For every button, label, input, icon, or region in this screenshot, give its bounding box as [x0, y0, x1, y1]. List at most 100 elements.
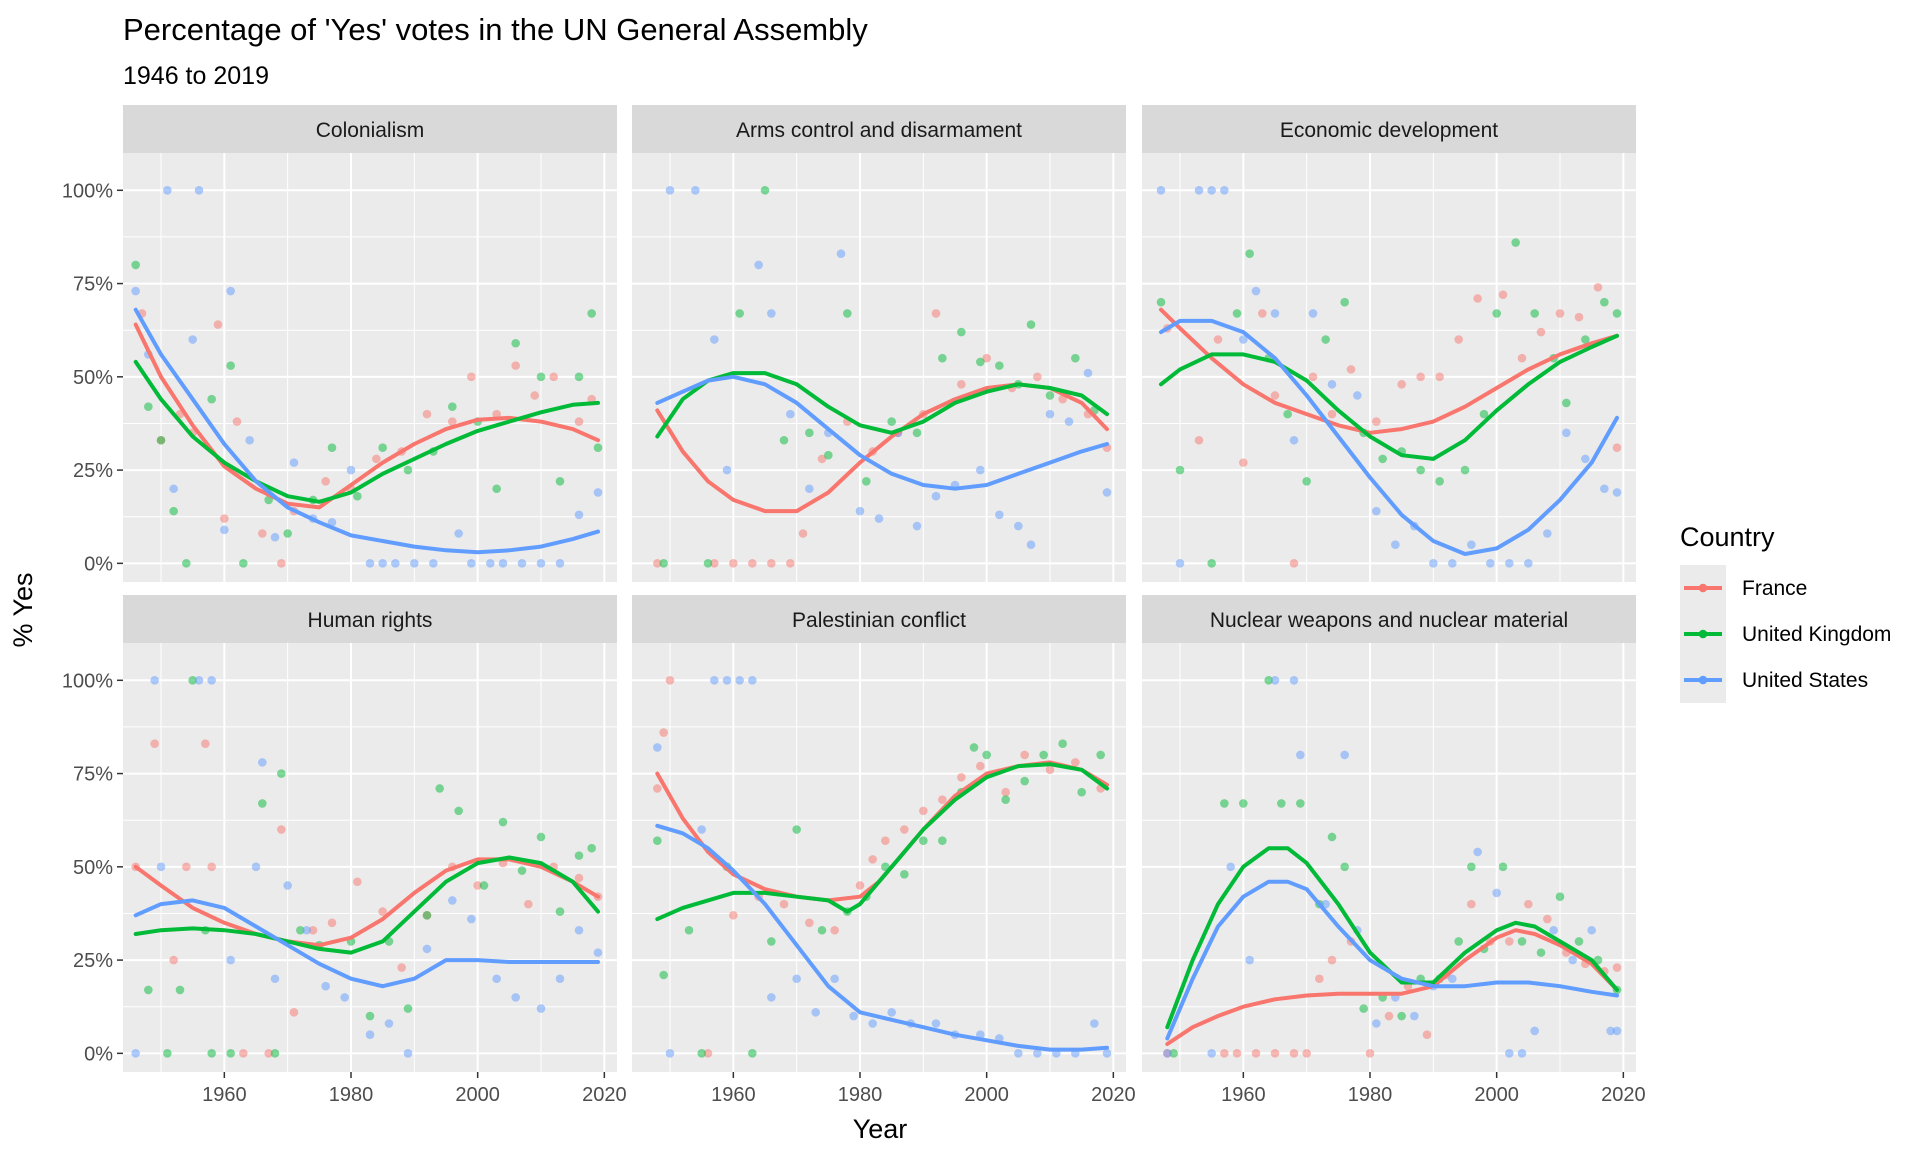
point-france [1001, 787, 1010, 797]
point-france [767, 559, 776, 568]
point-united-states [321, 981, 330, 991]
point-france [169, 955, 178, 965]
point-united-states [1612, 1026, 1622, 1036]
point-united-kingdom [792, 825, 801, 834]
point-united-states [792, 974, 801, 984]
point-united-states [169, 484, 178, 494]
smooth-line-france [133, 857, 600, 948]
point-united-kingdom [574, 851, 584, 860]
point-united-states [1600, 484, 1609, 494]
panel-background [632, 153, 1126, 582]
point-united-kingdom [1562, 398, 1571, 408]
legend-label-united-kingdom: United Kingdom [1742, 623, 1891, 646]
point-united-kingdom [862, 476, 871, 486]
point-united-states [830, 974, 839, 984]
point-united-states [226, 286, 235, 296]
point-united-states [1587, 925, 1596, 935]
point-france [182, 862, 191, 872]
point-united-states [340, 993, 349, 1002]
point-united-states [194, 186, 204, 195]
point-united-kingdom [817, 925, 827, 935]
point-united-states [931, 491, 941, 501]
point-united-states [391, 559, 400, 568]
point-united-states [1083, 368, 1093, 378]
point-united-kingdom [1327, 832, 1337, 842]
point-france [1020, 750, 1029, 760]
point-united-kingdom [1232, 309, 1242, 318]
point-united-states [555, 559, 565, 568]
point-france [473, 881, 482, 890]
point-france [201, 739, 210, 749]
point-france [653, 559, 662, 568]
legend-title: Country [1680, 522, 1775, 552]
point-france [1346, 365, 1356, 374]
point-france [729, 559, 738, 568]
point-france [1270, 1049, 1280, 1058]
y-tick-label: 50% [73, 367, 113, 389]
point-united-kingdom [1045, 391, 1055, 400]
point-france [779, 899, 789, 909]
point-france [213, 320, 223, 329]
point-united-kingdom [824, 450, 833, 460]
point-united-kingdom [659, 970, 668, 980]
point-united-states [805, 484, 814, 494]
point-united-states [251, 862, 261, 872]
point-united-states [467, 559, 476, 568]
point-united-states [163, 186, 172, 195]
strip-colonialism [123, 105, 617, 153]
y-tick-label: 50% [73, 857, 113, 879]
point-france [1536, 327, 1546, 337]
point-united-states [1562, 428, 1571, 438]
point-france [524, 899, 533, 909]
point-france [855, 881, 865, 890]
point-united-states [245, 435, 254, 445]
point-united-states [1251, 286, 1261, 296]
point-united-kingdom [182, 559, 191, 568]
point-united-states [1220, 186, 1229, 195]
point-united-kingdom [1359, 1004, 1368, 1013]
point-united-states [1473, 847, 1482, 857]
point-united-states [270, 532, 280, 542]
point-france [448, 417, 457, 426]
point-united-kingdom [492, 484, 501, 494]
point-france [1397, 379, 1406, 389]
point-france [574, 417, 584, 426]
smooth-line-united-kingdom [133, 855, 600, 955]
point-united-states [811, 1008, 820, 1017]
point-united-kingdom [938, 353, 947, 363]
point-united-states [403, 1049, 413, 1058]
point-france [1365, 1049, 1375, 1058]
point-france [805, 918, 814, 928]
x-tick-label: 2020 [1601, 1084, 1646, 1106]
point-united-states [1543, 529, 1552, 538]
point-united-kingdom [900, 869, 909, 879]
point-france [1213, 335, 1223, 344]
point-france [289, 1008, 299, 1017]
point-united-kingdom [735, 309, 744, 318]
point-united-kingdom [479, 881, 489, 890]
point-france [220, 514, 229, 523]
point-united-states [1517, 1049, 1527, 1058]
point-united-states [327, 518, 337, 527]
point-france [1045, 765, 1055, 775]
point-united-kingdom [296, 925, 305, 935]
point-france [530, 391, 539, 400]
point-france [574, 873, 584, 883]
point-united-kingdom [555, 907, 565, 916]
point-united-states [1524, 559, 1533, 568]
point-france [492, 409, 501, 419]
point-france [729, 911, 738, 920]
point-united-states [855, 506, 865, 516]
x-tick-label: 2000 [1474, 1084, 1519, 1106]
point-united-kingdom [1071, 353, 1080, 363]
point-united-kingdom [226, 1049, 235, 1058]
point-united-kingdom [843, 309, 852, 318]
point-united-states [1308, 309, 1318, 318]
point-united-states [1033, 1049, 1042, 1058]
chart-subtitle: 1946 to 2019 [123, 62, 269, 90]
point-united-kingdom [1467, 862, 1476, 872]
point-united-kingdom [659, 559, 668, 568]
point-france [931, 309, 941, 318]
point-united-states [574, 925, 584, 935]
point-france [938, 795, 947, 804]
